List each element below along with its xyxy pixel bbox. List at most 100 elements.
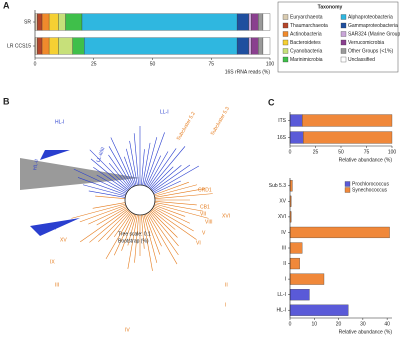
y-tick-label: I: [285, 276, 286, 282]
branch: [129, 140, 138, 186]
branch: [77, 177, 127, 196]
branch: [79, 204, 127, 223]
clade-label: Subcluster 5.2: [176, 111, 197, 142]
y-tick-label: LL-I: [277, 292, 286, 298]
legend-label: Cyanobacteria: [290, 48, 322, 54]
y-tick-label: XVI: [278, 214, 286, 220]
x-tick-label: 30: [360, 321, 366, 327]
branch: [152, 164, 191, 192]
bar-segment: [58, 37, 73, 55]
collapsed-clade: [20, 158, 140, 190]
bar-segment: [303, 131, 393, 144]
branch: [123, 156, 136, 187]
branch: [152, 207, 194, 232]
bar-segment: [258, 13, 264, 31]
x-tick-label: 100: [266, 61, 275, 67]
branch: [108, 146, 133, 188]
bootstrap-label: Bootstrap (%): [118, 238, 149, 244]
branch: [146, 213, 162, 247]
legend-label: Alphaproteobacteria: [348, 14, 393, 20]
branch: [108, 163, 131, 189]
clade-label: CRD1: [198, 187, 212, 193]
branch: [152, 208, 197, 240]
x-tick-label: 40: [384, 321, 390, 327]
branch: [142, 142, 151, 186]
legend-label: Unclassified: [348, 57, 375, 63]
branch: [141, 214, 145, 249]
branch: [144, 213, 161, 255]
branch: [148, 212, 179, 256]
legend-swatch: [344, 187, 351, 193]
branch: [96, 174, 128, 193]
legend-label: Gammaproteobacteria: [348, 23, 398, 29]
branch: [96, 207, 128, 226]
clade-label: VI: [196, 240, 201, 246]
branch: [90, 158, 129, 191]
bar-segment: [81, 13, 238, 31]
branch: [110, 137, 134, 187]
branch: [153, 206, 190, 224]
x-tick-label: 50: [338, 149, 344, 155]
bar-segment: [37, 37, 43, 55]
branch: [154, 202, 204, 212]
bar-segment: [58, 13, 66, 31]
bar-segment: [289, 257, 300, 270]
bar-segment: [248, 13, 252, 31]
bar-segment: [37, 13, 43, 31]
x-tick-label: 20: [336, 321, 342, 327]
branch: [89, 149, 130, 190]
branch: [154, 184, 198, 197]
branch: [95, 195, 126, 199]
collapsed-clade: [40, 150, 70, 160]
branch: [149, 211, 179, 247]
branch: [80, 208, 128, 243]
legend-title: Taxonomy: [318, 4, 343, 10]
legend-swatch: [344, 181, 351, 187]
x-tick-label: 0: [289, 321, 292, 327]
clade-label: LL-II/III: [95, 146, 106, 163]
branch: [150, 210, 178, 238]
branch: [154, 201, 197, 206]
clade-label: III: [55, 282, 59, 288]
clade-label: HL-I: [55, 119, 64, 125]
branch: [125, 148, 137, 186]
bar-segment: [289, 273, 325, 285]
tree-scale: Tree scale: 0.1: [118, 231, 151, 237]
branch: [108, 154, 132, 188]
branch: [151, 209, 176, 230]
panel-label: C: [268, 97, 275, 107]
branch: [133, 133, 139, 186]
bar-segment: [262, 13, 271, 31]
y-tick-label: Sub 5.3: [269, 183, 286, 189]
bar-segment: [251, 37, 259, 55]
bar-segment: [289, 226, 390, 239]
clade-label: LL-I: [160, 109, 169, 115]
branch: [148, 148, 177, 188]
branch: [93, 167, 128, 192]
bar-segment: [34, 13, 38, 31]
branch: [143, 137, 158, 186]
y-tick-label: 16S: [277, 135, 287, 141]
branch: [121, 213, 136, 251]
bar-segment: [236, 13, 250, 31]
legend-swatch: [340, 56, 347, 63]
bar-segment: [48, 13, 59, 31]
branch: [143, 214, 158, 263]
collapsed-clade: [30, 218, 80, 236]
y-tick-label: SR: [24, 19, 31, 25]
legend-label: Other Groups (<1%): [348, 48, 393, 54]
y-tick-label: IV: [281, 230, 286, 236]
panel-label: B: [3, 96, 10, 106]
branch: [127, 214, 137, 246]
x-tick-label: 0: [289, 149, 292, 155]
clade-label: XVI: [222, 213, 230, 219]
legend-swatch: [282, 48, 289, 54]
bar-segment: [48, 37, 59, 55]
clade-label: Subcluster 5.3: [210, 106, 231, 137]
legend-label: Euryarchaeota: [290, 14, 323, 20]
x-tick-label: 75: [208, 61, 214, 67]
bar-segment: [65, 13, 83, 31]
clade-label: II: [225, 282, 228, 288]
